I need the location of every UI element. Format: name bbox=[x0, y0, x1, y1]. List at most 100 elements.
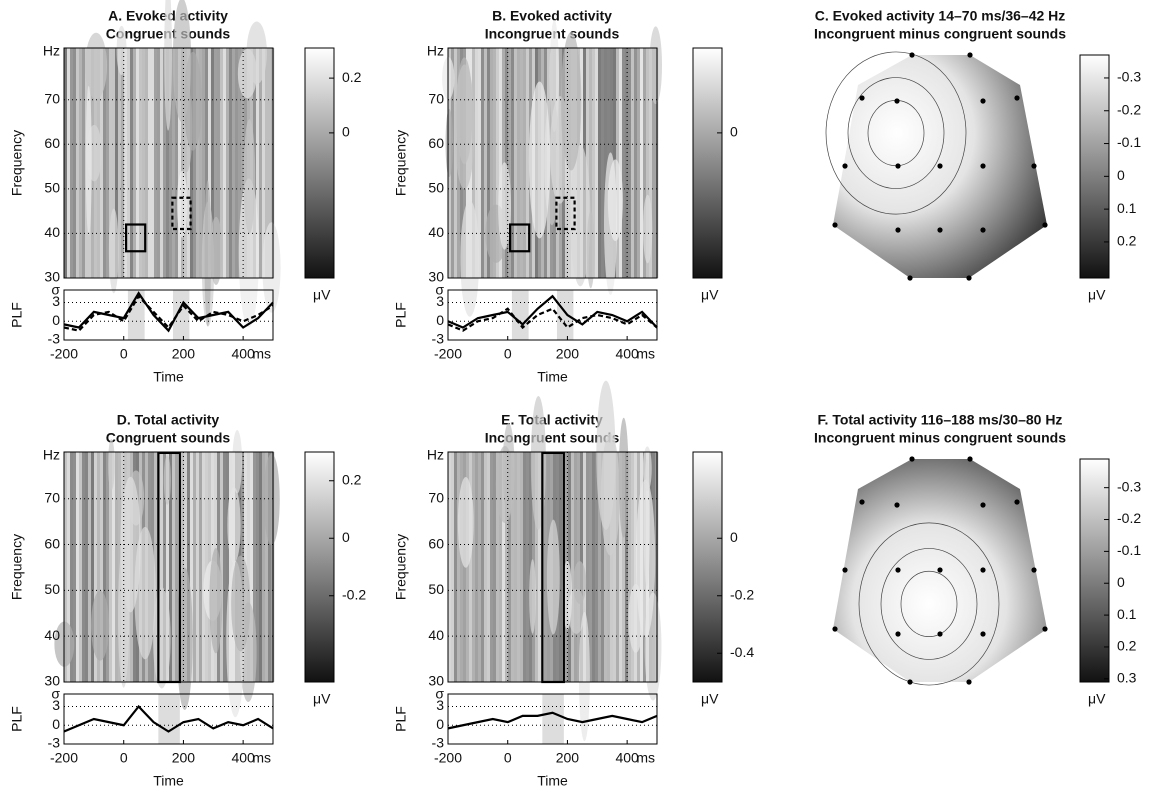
heatmap-cell bbox=[268, 452, 272, 682]
colorbar-tick-label: -0.2 bbox=[1117, 101, 1141, 117]
electrode bbox=[842, 163, 848, 169]
heatmap-cell bbox=[454, 48, 458, 278]
heatmap-cell bbox=[544, 452, 548, 682]
heatmap-cell bbox=[208, 48, 212, 278]
y-tick-label: 30 bbox=[44, 269, 60, 285]
electrode bbox=[967, 456, 973, 462]
panel-title: F. Total activity 116–188 ms/30–80 Hz bbox=[818, 412, 1063, 428]
plf-frame bbox=[447, 289, 658, 341]
y-unit: Hz bbox=[43, 43, 60, 59]
contour bbox=[880, 548, 978, 660]
heatmap-blob bbox=[232, 430, 243, 494]
electrode bbox=[980, 163, 986, 169]
heatmap-cell bbox=[94, 452, 98, 682]
panel-title: E. Total activity bbox=[501, 412, 603, 428]
heatmap-blob bbox=[596, 380, 616, 530]
heatmap-cell bbox=[205, 48, 209, 278]
heatmap-cell bbox=[259, 48, 263, 278]
x-tick-label: 0 bbox=[504, 346, 512, 362]
electrode bbox=[907, 275, 913, 281]
heatmap-cell bbox=[214, 48, 218, 278]
y-tick-label: 60 bbox=[428, 535, 444, 551]
heatmap-cell bbox=[628, 48, 632, 278]
heatmap-cell bbox=[64, 48, 68, 278]
x-tick-label: 400 bbox=[231, 750, 255, 766]
heatmap-cell bbox=[481, 48, 485, 278]
heatmap-blob bbox=[246, 21, 267, 85]
x-label: Time bbox=[153, 773, 184, 789]
electrode bbox=[1014, 95, 1020, 101]
plf-tick-label: -3 bbox=[48, 331, 61, 347]
colorbar bbox=[304, 47, 335, 279]
heatmap-cell bbox=[223, 48, 227, 278]
heatmap-cell bbox=[211, 48, 215, 278]
x-tick-label: 400 bbox=[615, 750, 639, 766]
heatmap-cell bbox=[523, 452, 527, 682]
heatmap-cell bbox=[109, 48, 113, 278]
heatmap-cell bbox=[223, 452, 227, 682]
heatmap-cell bbox=[103, 452, 107, 682]
plf-tick-label: 0 bbox=[52, 312, 60, 328]
heatmap-cell bbox=[145, 48, 149, 278]
heatmap-cell bbox=[157, 48, 161, 278]
colorbar-tick-label: -0.3 bbox=[1117, 478, 1141, 494]
colorbar-tick-label: 0 bbox=[730, 529, 738, 545]
x-unit: ms bbox=[636, 750, 655, 766]
heatmap-blob bbox=[209, 548, 223, 654]
heatmap-blob bbox=[164, 0, 173, 131]
heatmap-blob bbox=[445, 109, 454, 178]
heatmap-cell bbox=[169, 452, 173, 682]
heatmap-cell bbox=[520, 48, 524, 278]
panel-title: B. Evoked activity bbox=[492, 8, 612, 24]
heatmap-cell bbox=[253, 452, 257, 682]
colorbar-unit: μV bbox=[701, 691, 719, 707]
roi-box bbox=[171, 196, 192, 231]
x-unit: ms bbox=[636, 346, 655, 362]
plf-line bbox=[447, 294, 658, 329]
electrode bbox=[894, 98, 900, 104]
heatmap-cell bbox=[652, 48, 656, 278]
heatmap-cell bbox=[490, 452, 494, 682]
heatmap-cell bbox=[163, 452, 167, 682]
heatmap-blob bbox=[529, 559, 536, 634]
y-tick-label: 60 bbox=[44, 535, 60, 551]
plf-tick-label: 3 bbox=[436, 697, 444, 713]
heatmap-cell bbox=[520, 452, 524, 682]
heatmap-cell bbox=[619, 452, 623, 682]
heatmap-blob bbox=[172, 0, 192, 123]
electrode bbox=[894, 502, 900, 508]
electrode bbox=[937, 163, 943, 169]
roi-box bbox=[509, 223, 531, 253]
plf-tick-label: 0 bbox=[52, 716, 60, 732]
electrode bbox=[859, 95, 865, 101]
heatmap-cell bbox=[163, 48, 167, 278]
plf-label: PLF bbox=[393, 706, 409, 732]
heatmap-cell bbox=[91, 452, 95, 682]
heatmap-cell bbox=[484, 48, 488, 278]
plf-label: PLF bbox=[9, 302, 25, 328]
heatmap-cell bbox=[514, 48, 518, 278]
electrode bbox=[980, 227, 986, 233]
heatmap-blob bbox=[495, 446, 514, 523]
plf-unit: σ bbox=[435, 686, 444, 702]
heatmap-cell bbox=[466, 452, 470, 682]
y-tick-label: 40 bbox=[44, 224, 60, 240]
heatmap-cell bbox=[619, 48, 623, 278]
heatmap-cell bbox=[151, 48, 155, 278]
panel-subtitle: Incongruent sounds bbox=[485, 430, 620, 446]
electrode bbox=[895, 227, 901, 233]
heatmap-cell bbox=[478, 452, 482, 682]
heatmap-cell bbox=[511, 452, 515, 682]
heatmap-cell bbox=[622, 452, 626, 682]
x-tick-label: -200 bbox=[434, 346, 462, 362]
heatmap-blob bbox=[460, 200, 480, 317]
plf-tick-label: 3 bbox=[52, 697, 60, 713]
heatmap-cell bbox=[517, 48, 521, 278]
plf-line bbox=[63, 294, 274, 332]
heatmap-blob bbox=[243, 119, 256, 234]
plf-line bbox=[447, 711, 658, 730]
heatmap-cell bbox=[220, 48, 224, 278]
heatmap-blob bbox=[562, 560, 572, 630]
electrode bbox=[980, 502, 986, 508]
